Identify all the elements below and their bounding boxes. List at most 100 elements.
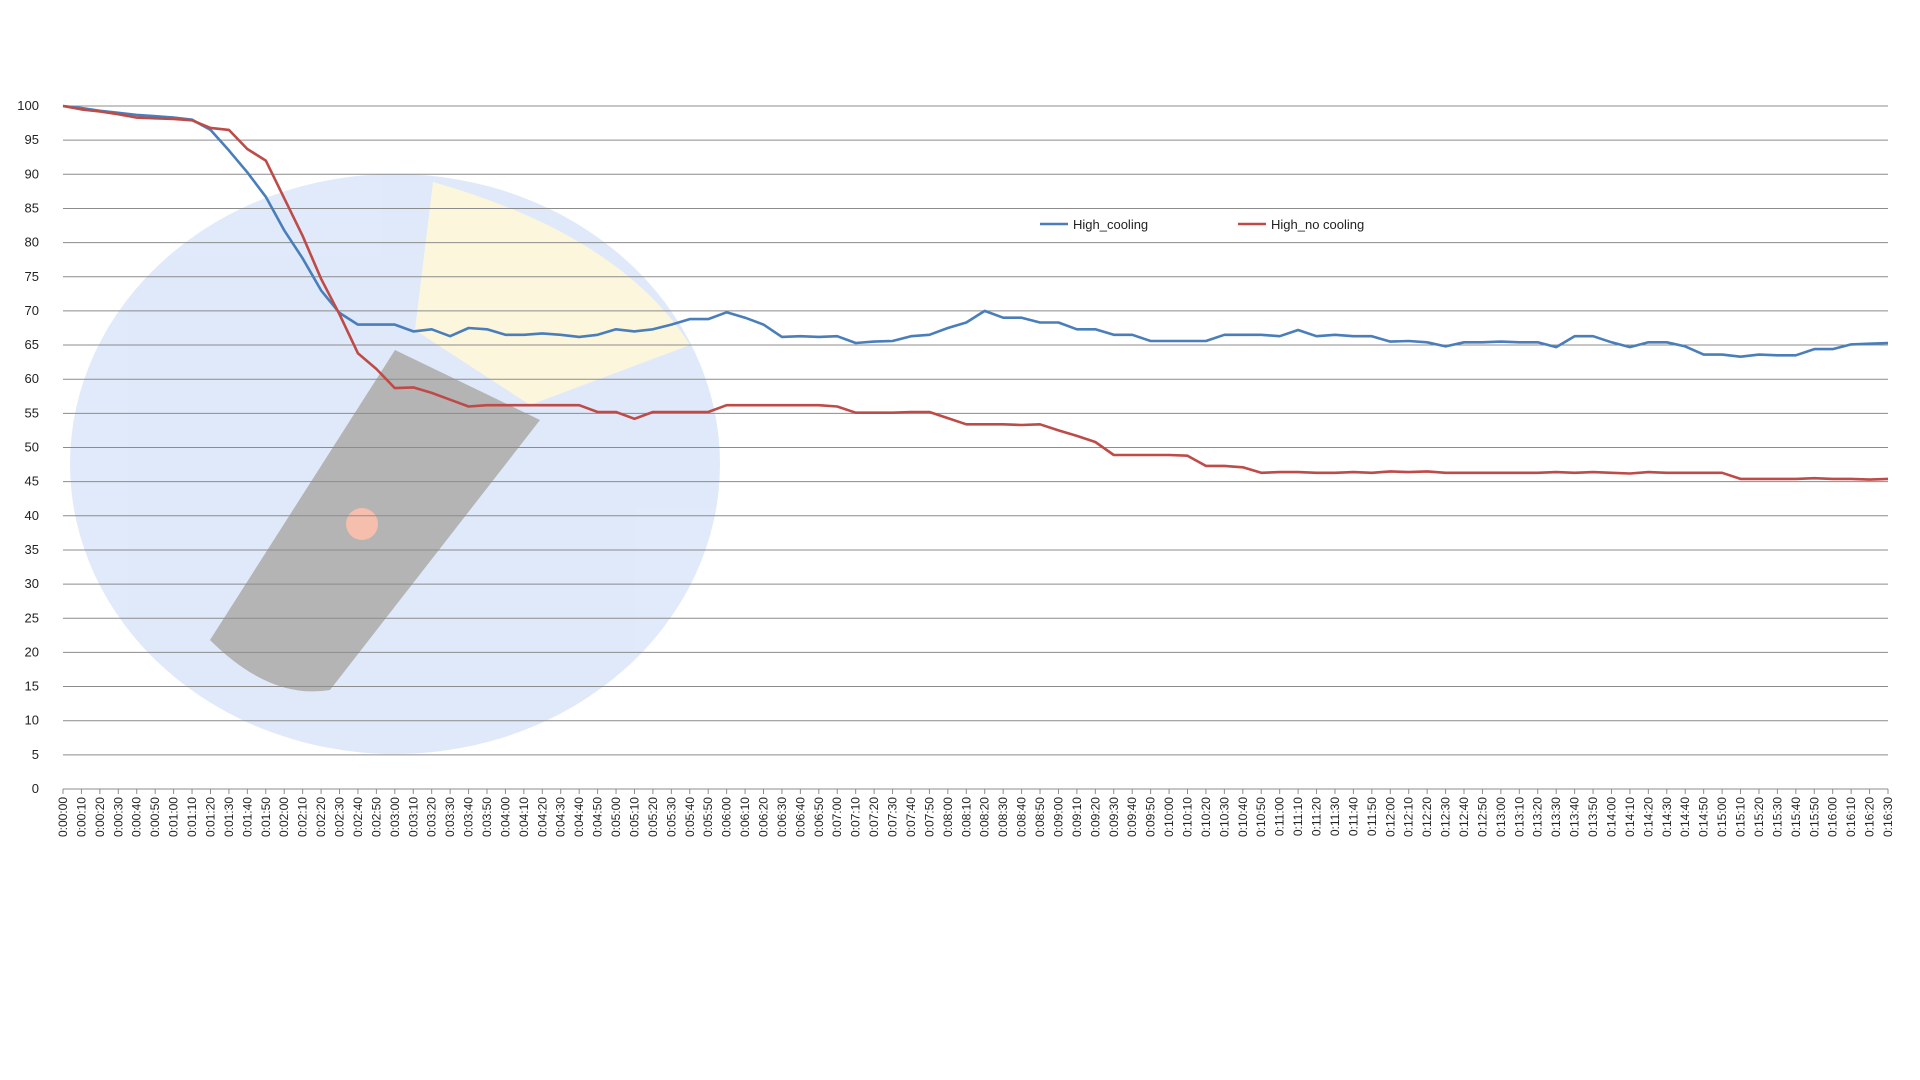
y-tick-label: 10 bbox=[25, 713, 39, 728]
x-tick-label: 0:15:00 bbox=[1715, 797, 1729, 837]
x-tick-label: 0:02:10 bbox=[296, 797, 310, 837]
x-tick-label: 0:02:40 bbox=[351, 797, 365, 837]
x-tick-label: 0:14:10 bbox=[1623, 797, 1637, 837]
series-line bbox=[62, 104, 1889, 358]
x-tick-label: 0:16:20 bbox=[1863, 797, 1877, 837]
x-tick-label: 0:06:30 bbox=[775, 797, 789, 837]
x-tick-label: 0:14:50 bbox=[1697, 797, 1711, 837]
x-tick-label: 0:06:50 bbox=[812, 797, 826, 837]
x-tick-label: 0:10:00 bbox=[1162, 797, 1176, 837]
y-tick-label: 85 bbox=[25, 200, 39, 215]
x-tick-label: 0:04:50 bbox=[591, 797, 605, 837]
x-tick-label: 0:09:50 bbox=[1144, 797, 1158, 837]
x-tick-label: 0:06:10 bbox=[738, 797, 752, 837]
x-tick-label: 0:11:10 bbox=[1291, 797, 1305, 836]
x-tick-label: 0:04:30 bbox=[554, 797, 568, 837]
x-tick-label: 0:09:00 bbox=[1051, 797, 1065, 837]
x-tick-label: 0:04:40 bbox=[572, 797, 586, 837]
x-tick-label: 0:08:10 bbox=[959, 797, 973, 837]
background-illustration bbox=[70, 174, 720, 754]
x-tick-label: 0:00:10 bbox=[74, 797, 88, 837]
x-tick-label: 0:05:00 bbox=[609, 797, 623, 837]
x-tick-label: 0:00:50 bbox=[148, 797, 162, 837]
x-tick-label: 0:00:40 bbox=[130, 797, 144, 837]
x-tick-label: 0:11:50 bbox=[1365, 797, 1379, 836]
x-tick-label: 0:15:40 bbox=[1789, 797, 1803, 837]
x-tick-label: 0:11:30 bbox=[1328, 797, 1342, 836]
x-tick-label: 0:11:20 bbox=[1310, 797, 1324, 836]
x-tick-label: 0:00:00 bbox=[56, 797, 70, 837]
x-tick-label: 0:00:30 bbox=[111, 797, 125, 837]
x-tick-label: 0:07:30 bbox=[886, 797, 900, 837]
x-tick-label: 0:10:10 bbox=[1180, 797, 1194, 837]
y-tick-label: 25 bbox=[25, 610, 39, 625]
x-tick-label: 0:02:50 bbox=[369, 797, 383, 837]
x-tick-label: 0:09:20 bbox=[1088, 797, 1102, 837]
x-tick-label: 0:02:30 bbox=[333, 797, 347, 837]
x-tick-label: 0:16:00 bbox=[1826, 797, 1840, 837]
x-tick-label: 0:03:10 bbox=[406, 797, 420, 837]
x-tick-label: 0:03:00 bbox=[388, 797, 402, 837]
y-tick-label: 15 bbox=[25, 679, 39, 694]
x-tick-label: 0:08:20 bbox=[978, 797, 992, 837]
y-tick-label: 30 bbox=[25, 576, 39, 591]
x-tick-label: 0:01:20 bbox=[203, 797, 217, 837]
x-tick-label: 0:07:40 bbox=[904, 797, 918, 837]
x-tick-label: 0:14:30 bbox=[1660, 797, 1674, 837]
x-tick-label: 0:01:00 bbox=[167, 797, 181, 837]
y-tick-label: 60 bbox=[25, 371, 39, 386]
y-tick-label: 40 bbox=[25, 508, 39, 523]
x-tick-label: 0:12:10 bbox=[1402, 797, 1416, 837]
x-tick-label: 0:15:20 bbox=[1752, 797, 1766, 837]
x-tick-label: 0:04:10 bbox=[517, 797, 531, 837]
series-line bbox=[62, 104, 1889, 481]
x-tick-label: 0:12:20 bbox=[1420, 797, 1434, 837]
x-tick-label: 0:15:10 bbox=[1734, 797, 1748, 837]
y-tick-label: 35 bbox=[25, 542, 39, 557]
x-tick-label: 0:09:10 bbox=[1070, 797, 1084, 837]
x-tick-label: 0:13:40 bbox=[1568, 797, 1582, 837]
x-tick-label: 0:13:20 bbox=[1531, 797, 1545, 837]
x-tick-label: 0:09:40 bbox=[1125, 797, 1139, 837]
x-tick-label: 0:10:40 bbox=[1236, 797, 1250, 837]
x-tick-label: 0:13:00 bbox=[1494, 797, 1508, 837]
x-tick-label: 0:02:00 bbox=[277, 797, 291, 837]
x-tick-label: 0:01:50 bbox=[259, 797, 273, 837]
x-tick-label: 0:09:30 bbox=[1107, 797, 1121, 837]
x-tick-label: 0:00:20 bbox=[93, 797, 107, 837]
x-tick-label: 0:03:20 bbox=[425, 797, 439, 837]
x-tick-label: 0:16:10 bbox=[1844, 797, 1858, 837]
legend-label: High_cooling bbox=[1073, 217, 1148, 232]
y-tick-label: 50 bbox=[25, 440, 39, 455]
x-tick-label: 0:11:00 bbox=[1273, 797, 1287, 836]
x-tick-label: 0:05:10 bbox=[627, 797, 641, 837]
y-tick-label: 95 bbox=[25, 132, 39, 147]
x-tick-label: 0:04:00 bbox=[498, 797, 512, 837]
x-tick-label: 0:08:50 bbox=[1033, 797, 1047, 837]
x-tick-label: 0:05:40 bbox=[683, 797, 697, 837]
y-tick-label: 5 bbox=[32, 747, 39, 762]
x-tick-label: 0:10:50 bbox=[1254, 797, 1268, 837]
x-tick-label: 0:13:30 bbox=[1549, 797, 1563, 837]
x-tick-label: 0:05:50 bbox=[701, 797, 715, 837]
y-tick-label: 75 bbox=[25, 269, 39, 284]
x-tick-label: 0:12:00 bbox=[1383, 797, 1397, 837]
y-tick-label: 80 bbox=[25, 235, 39, 250]
x-tick-label: 0:06:00 bbox=[720, 797, 734, 837]
y-tick-label: 90 bbox=[25, 166, 39, 181]
x-tick-label: 0:01:40 bbox=[240, 797, 254, 837]
y-tick-label: 100 bbox=[17, 98, 39, 113]
x-tick-label: 0:12:30 bbox=[1439, 797, 1453, 837]
y-tick-label: 55 bbox=[25, 405, 39, 420]
x-tick-label: 0:05:20 bbox=[646, 797, 660, 837]
x-tick-label: 0:05:30 bbox=[664, 797, 678, 837]
x-tick-label: 0:07:50 bbox=[922, 797, 936, 837]
x-tick-label: 0:10:30 bbox=[1217, 797, 1231, 837]
y-tick-label: 0 bbox=[32, 781, 39, 796]
illustration-button bbox=[346, 508, 378, 540]
y-tick-label: 70 bbox=[25, 303, 39, 318]
x-tick-label: 0:01:30 bbox=[222, 797, 236, 837]
x-tick-label: 0:10:20 bbox=[1199, 797, 1213, 837]
